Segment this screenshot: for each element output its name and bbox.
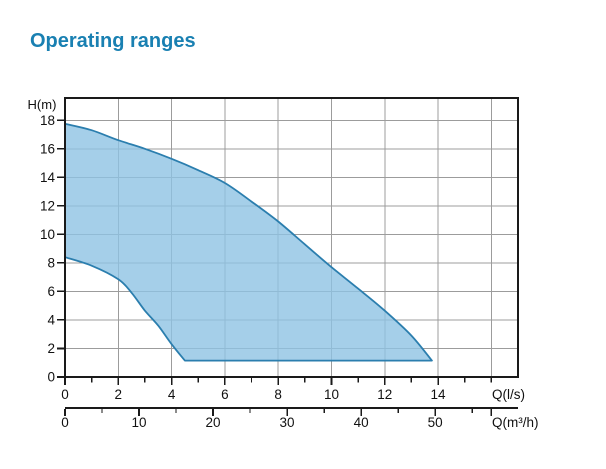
y-axis: H(m) 0 2 4 6 8 10 12 14 16 18 (28, 97, 65, 385)
x-ls-tick-label: 0 (61, 387, 69, 402)
operating-region (64, 122, 433, 362)
y-tick-label: 8 (47, 255, 55, 270)
y-tick-label: 10 (40, 227, 55, 242)
y-tick-label: 12 (40, 198, 55, 213)
x-ls-axis-title: Q(l/s) (492, 387, 525, 402)
y-axis-title: H(m) (28, 97, 57, 112)
x-axis-ls: 0 2 4 6 8 10 12 14 Q(l/s) (61, 378, 525, 402)
y-tick-label: 4 (47, 312, 55, 327)
x-ls-tick-label: 6 (221, 387, 229, 402)
y-tick-label: 14 (40, 170, 56, 185)
y-tick-label: 16 (40, 141, 55, 156)
y-tick-label: 0 (47, 370, 55, 385)
x-ls-tick-label: 10 (324, 387, 339, 402)
x-m3h-tick-label: 20 (206, 415, 221, 430)
x-ls-tick-label: 8 (274, 387, 282, 402)
x-m3h-tick-label: 0 (61, 415, 69, 430)
x-m3h-axis-title: Q(m³/h) (492, 415, 539, 430)
x-m3h-tick-label: 40 (354, 415, 369, 430)
plot-border (64, 97, 519, 378)
x-ls-tick-label: 12 (377, 387, 392, 402)
x-ls-tick-label: 4 (168, 387, 176, 402)
y-tick-label: 18 (40, 113, 55, 128)
x-ls-tick-label: 2 (115, 387, 123, 402)
x-axis-m3h: 0 10 20 30 40 50 Q(m³/h) (61, 407, 539, 430)
x-ls-tick-label: 14 (431, 387, 447, 402)
y-tick-label: 6 (47, 284, 55, 299)
x-m3h-tick-label: 10 (132, 415, 147, 430)
x-m3h-tick-label: 30 (280, 415, 295, 430)
x-m3h-tick-label: 50 (428, 415, 443, 430)
page-title: Operating ranges (30, 30, 196, 52)
y-tick-label: 2 (47, 341, 55, 356)
